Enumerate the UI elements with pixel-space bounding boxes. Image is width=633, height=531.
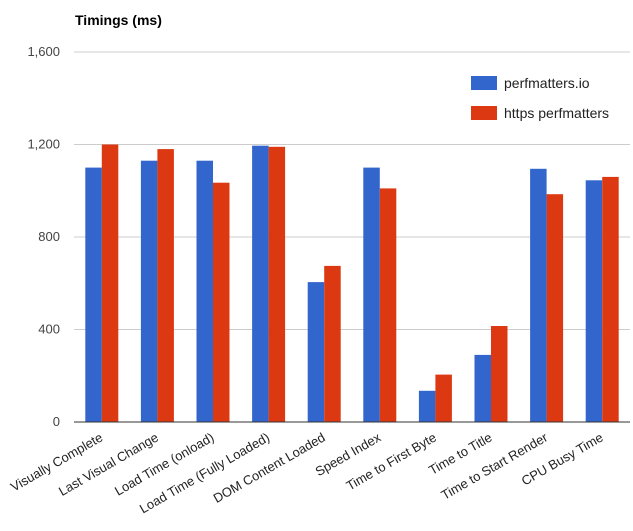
- bar-group: [418, 374, 452, 422]
- bar[interactable]: [379, 188, 397, 422]
- chart-title: Timings (ms): [75, 12, 162, 28]
- bar[interactable]: [140, 160, 158, 422]
- bar-group: [252, 145, 286, 423]
- bar[interactable]: [602, 176, 619, 422]
- bars-layer: [74, 144, 630, 423]
- bar-group: [140, 149, 174, 422]
- bar-group: [530, 168, 564, 422]
- legend[interactable]: perfmatters.io https perfmatters: [471, 75, 609, 121]
- bar-group: [196, 160, 230, 422]
- y-axis: 0 400 800 1,200 1,600: [27, 44, 60, 429]
- bar[interactable]: [196, 160, 214, 422]
- y-tick-label: 1,200: [27, 137, 60, 152]
- bar[interactable]: [268, 146, 286, 423]
- legend-swatch: [471, 106, 497, 120]
- bar[interactable]: [435, 374, 452, 422]
- legend-label: perfmatters.io: [504, 75, 590, 91]
- bar[interactable]: [363, 167, 380, 422]
- bar-group: [585, 176, 619, 422]
- bar[interactable]: [101, 144, 119, 423]
- bar[interactable]: [324, 265, 341, 422]
- legend-swatch: [471, 76, 497, 90]
- legend-label: https perfmatters: [504, 105, 609, 121]
- bar[interactable]: [546, 194, 564, 422]
- bar[interactable]: [252, 145, 269, 422]
- bar-group: [85, 144, 119, 423]
- bar[interactable]: [157, 149, 174, 422]
- x-tick-label: Last Visual Change: [56, 430, 161, 499]
- bar[interactable]: [418, 390, 436, 422]
- bar[interactable]: [213, 182, 230, 422]
- bar[interactable]: [474, 354, 492, 422]
- bar[interactable]: [491, 326, 508, 422]
- y-tick-label: 800: [38, 229, 60, 244]
- y-tick-label: 400: [38, 322, 60, 337]
- bar[interactable]: [85, 167, 102, 422]
- bar-group: [474, 326, 508, 422]
- y-tick-label: 1,600: [27, 44, 60, 59]
- legend-item[interactable]: perfmatters.io: [471, 75, 590, 91]
- bar[interactable]: [307, 282, 325, 422]
- bar[interactable]: [585, 180, 603, 422]
- y-tick-label: 0: [53, 414, 60, 429]
- legend-item[interactable]: https perfmatters: [471, 105, 609, 121]
- bar[interactable]: [530, 168, 547, 422]
- bar-group: [363, 167, 397, 422]
- bar-group: [307, 265, 341, 422]
